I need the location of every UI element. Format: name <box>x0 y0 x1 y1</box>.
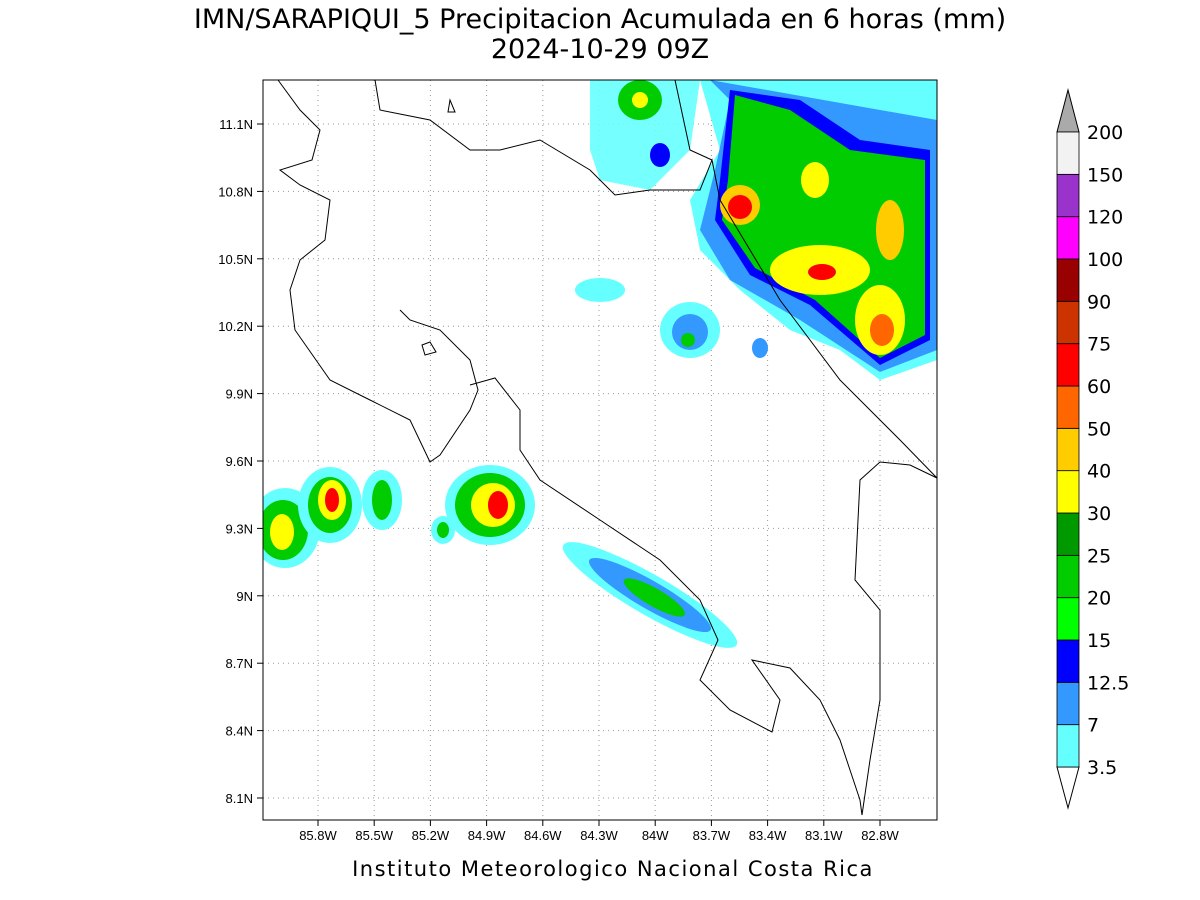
colorbar-label: 50 <box>1087 418 1111 440</box>
colorbar <box>1056 88 1080 810</box>
coastline <box>277 79 938 816</box>
lon-tick-label: 84W <box>642 828 669 843</box>
colorbar-label: 100 <box>1087 249 1123 271</box>
lat-tick-label: 8.1N <box>226 791 253 806</box>
colorbar-segment <box>1056 385 1080 429</box>
colorbar-label: 150 <box>1087 164 1123 186</box>
colorbar-above <box>1056 88 1080 133</box>
lon-tick-label: 85.2W <box>412 828 450 843</box>
lon-tick-label: 84.6W <box>524 828 562 843</box>
title: IMN/SARAPIQUI_5 Precipitacion Acumulada … <box>194 4 1006 35</box>
lat-tick-label: 9.3N <box>226 521 253 536</box>
colorbar-label: 20 <box>1087 588 1111 610</box>
colorbar-label: 7 <box>1087 715 1099 737</box>
lon-tick-label: 84.9W <box>468 828 506 843</box>
rain-ne <box>575 80 937 380</box>
lon-tick-label: 85.5W <box>355 828 393 843</box>
lat-tick-label: 11.1N <box>219 117 253 132</box>
lon-tick-label: 84.3W <box>580 828 618 843</box>
colorbar-segment <box>1056 173 1080 218</box>
lat-tick-label: 10.5N <box>218 252 253 267</box>
colorbar-segment <box>1056 724 1080 768</box>
precipitation <box>263 80 937 648</box>
lon-tick-label: 82.8W <box>861 828 899 843</box>
colorbar-segment <box>1056 597 1080 641</box>
colorbar-segment <box>1056 216 1080 260</box>
footer: Instituto Meteorologico Nacional Costa R… <box>352 857 874 881</box>
colorbar-below <box>1056 766 1080 810</box>
colorbar-label: 15 <box>1087 630 1111 652</box>
colorbar-label: 90 <box>1087 291 1111 313</box>
colorbar-segment <box>1056 300 1080 345</box>
colorbar-label: 200 <box>1087 122 1123 144</box>
lat-tick-label: 10.8N <box>218 184 253 199</box>
map-frame <box>262 79 938 821</box>
subtitle: 2024-10-29 09Z <box>491 34 709 65</box>
colorbar-label: 60 <box>1087 376 1111 398</box>
colorbar-segment <box>1056 554 1080 599</box>
lat-tick-label: 9N <box>236 589 253 604</box>
colorbar-segment <box>1056 681 1080 726</box>
colorbar-label: 75 <box>1087 334 1111 356</box>
colorbar-segment <box>1056 512 1080 556</box>
colorbar-segment <box>1056 639 1080 683</box>
colorbar-segment <box>1056 427 1080 472</box>
colorbar-segment <box>1056 470 1080 514</box>
lon-tick-label: 83.4W <box>749 828 787 843</box>
rain-w <box>263 465 535 568</box>
colorbar-label: 25 <box>1087 545 1111 567</box>
lat-tick-label: 10.2N <box>218 319 253 334</box>
lon-tick-label: 83.1W <box>805 828 843 843</box>
lon-tick-label: 83.7W <box>693 828 731 843</box>
colorbar-label: 3.5 <box>1087 757 1117 779</box>
lat-tick-label: 8.7N <box>226 656 253 671</box>
rain-s <box>562 542 738 648</box>
lat-tick-label: 8.4N <box>226 724 253 739</box>
lat-tick-label: 9.9N <box>226 387 253 402</box>
grid <box>257 80 937 826</box>
lat-tick-label: 9.6N <box>226 454 253 469</box>
colorbar-label: 12.5 <box>1087 672 1129 694</box>
colorbar-label: 30 <box>1087 503 1111 525</box>
lon-tick-label: 85.8W <box>299 828 337 843</box>
colorbar-segment <box>1056 131 1080 175</box>
colorbar-label: 40 <box>1087 461 1111 483</box>
colorbar-segment <box>1056 343 1080 387</box>
colorbar-segment <box>1056 258 1080 302</box>
colorbar-label: 120 <box>1087 207 1123 229</box>
